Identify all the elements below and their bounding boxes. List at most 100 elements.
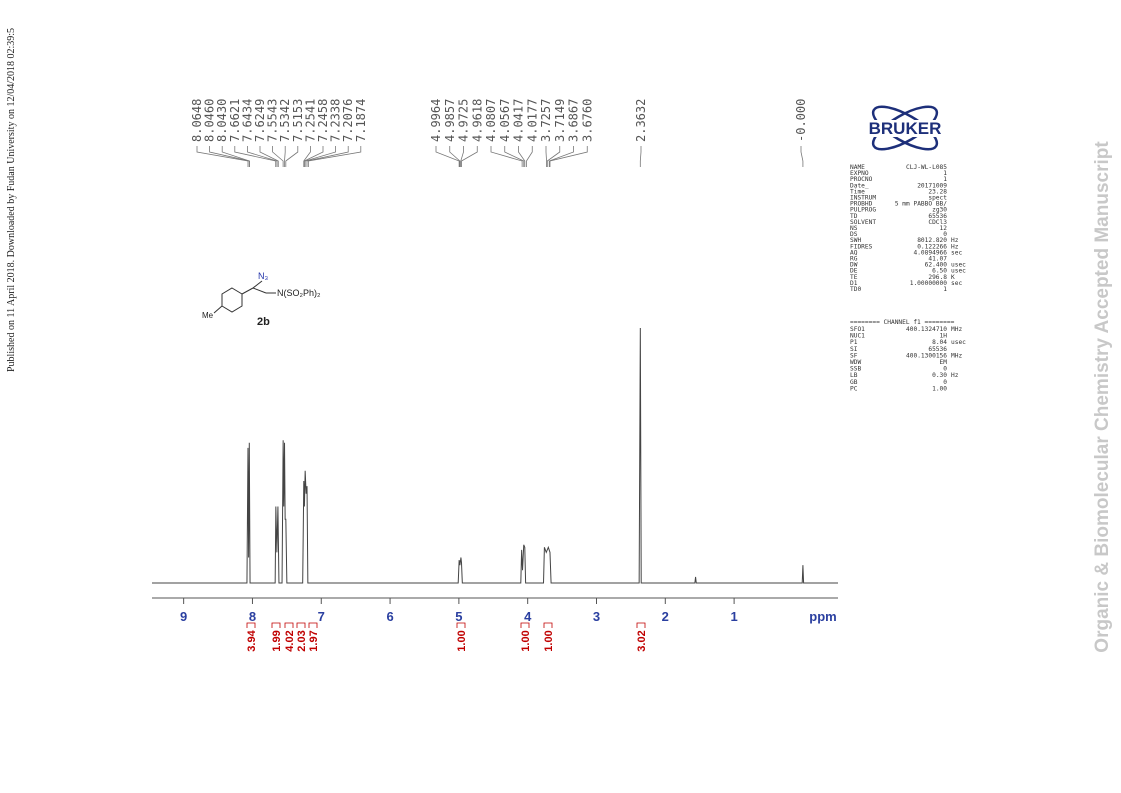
peak-connector [303, 146, 311, 167]
integral-bracket [456, 622, 466, 628]
param-name: SSB [850, 366, 861, 373]
param-name: RG [850, 256, 858, 263]
x-tick-label: 6 [386, 609, 393, 624]
peak-connector [307, 146, 362, 167]
peak-connector [259, 146, 279, 167]
param-unit: usec [951, 262, 966, 269]
bond [241, 287, 254, 295]
peak-connector [272, 146, 284, 167]
param-name: INSTRUM [850, 195, 876, 202]
logo-orbit [871, 105, 939, 151]
peak-connector [247, 146, 278, 167]
integral-bracket [246, 622, 256, 628]
param-value: 0 [943, 366, 947, 373]
peak-label: 4.0567 [498, 99, 512, 142]
x-axis-label: ppm [809, 609, 836, 624]
param-unit: MHz [951, 352, 962, 359]
param-value: 400.1300156 [906, 352, 947, 359]
param-value: 20171009 [917, 182, 947, 189]
bruker-logo: BRUKER [850, 105, 960, 151]
peak-label: 4.9857 [443, 99, 457, 142]
param-value: 1.00 [932, 385, 947, 392]
integral-bracket [308, 622, 318, 628]
param-value: 65536 [928, 213, 947, 220]
x-tick-label: 5 [455, 609, 462, 624]
param-value: 8012.820 [917, 237, 947, 244]
param-value: CDCl3 [928, 219, 947, 226]
peak-label: 7.6249 [253, 99, 267, 142]
peak-label: 4.0177 [525, 99, 539, 142]
peak-label: 7.6434 [240, 99, 254, 142]
param-value: 296.8 [928, 274, 947, 281]
x-tick-label: 3 [593, 609, 600, 624]
param-name: WDW [850, 359, 861, 366]
param-name: TE [850, 274, 858, 281]
peak-connector [526, 146, 533, 167]
logo-orbit [871, 105, 939, 151]
peak-label: 4.0417 [512, 99, 526, 142]
param-unit: K [951, 274, 955, 281]
param-value: spect [928, 195, 947, 202]
x-tick-label: 9 [180, 609, 187, 624]
peak-label: 7.5153 [291, 99, 305, 142]
integral-label: 4.02 [284, 630, 296, 651]
peak-connector [285, 146, 299, 167]
watermark: Organic & Biomolecular Chemistry Accepte… [1092, 141, 1113, 653]
peak-label: 7.2458 [316, 99, 330, 142]
azide-label: N₃ [258, 271, 268, 281]
parameter-table: NAME CLJ-WL-L085 EXPNO 1 PROCNO 1 Date_ 2017100… [850, 164, 966, 392]
peak-connector [800, 146, 804, 167]
peak-connector [461, 146, 478, 167]
peak-connector [460, 146, 464, 167]
param-value: 1 [943, 176, 947, 183]
peak-connector [306, 146, 349, 167]
param-name: NAME [850, 164, 865, 171]
param-name: LB [850, 372, 858, 379]
channel-header: ======== CHANNEL f1 ======== [850, 319, 955, 326]
param-value: 0 [943, 379, 947, 386]
param-name: PC [850, 385, 858, 392]
integral-bracket [636, 622, 646, 628]
x-tick-label: 4 [524, 609, 532, 624]
param-name: TD [850, 213, 858, 220]
bond [213, 305, 223, 314]
param-name: FIDRES [850, 243, 873, 250]
peak-label: 4.9618 [470, 99, 484, 142]
integral-label: 1.00 [543, 630, 555, 651]
param-unit: usec [951, 268, 966, 275]
side-note: Published on 11 April 2018. Downloaded b… [6, 28, 17, 372]
param-value: 5 mm PABBO BB/ [895, 201, 947, 208]
peak-label: 3.6760 [580, 99, 594, 142]
logo-text: BRUKER [869, 119, 942, 138]
param-unit: sec [951, 280, 962, 287]
param-unit: Hz [951, 243, 959, 250]
param-value: 41.07 [928, 256, 947, 263]
bond [252, 287, 267, 294]
peak-connector [234, 146, 277, 167]
param-value: 1 [943, 286, 947, 293]
param-value: 0.30 [932, 372, 947, 379]
integral-label: 1.00 [520, 630, 532, 651]
peak-label: 7.2338 [329, 99, 343, 142]
param-value: 62.400 [925, 262, 948, 269]
logo-band [850, 120, 960, 137]
peak-connector [221, 146, 250, 167]
peak-label: 7.6621 [228, 99, 242, 142]
peak-connector [639, 146, 642, 167]
peak-label: 4.0807 [484, 99, 498, 142]
integral-label: 1.99 [271, 630, 283, 651]
peak-connector [504, 146, 525, 167]
param-unit: MHz [951, 326, 962, 333]
param-value: 23.28 [928, 188, 947, 195]
integral-label: 3.02 [636, 630, 648, 651]
integral-label: 1.00 [456, 630, 468, 651]
peak-label: 8.0430 [215, 99, 229, 142]
param-name: D1 [850, 280, 858, 287]
bond [252, 280, 263, 289]
peak-connector [209, 146, 250, 167]
param-name: Date_ [850, 182, 869, 189]
param-name: DW [850, 262, 858, 269]
param-unit: Hz [951, 237, 959, 244]
param-value: CLJ-WL-L085 [906, 164, 947, 171]
param-value: 400.1324710 [906, 326, 947, 333]
